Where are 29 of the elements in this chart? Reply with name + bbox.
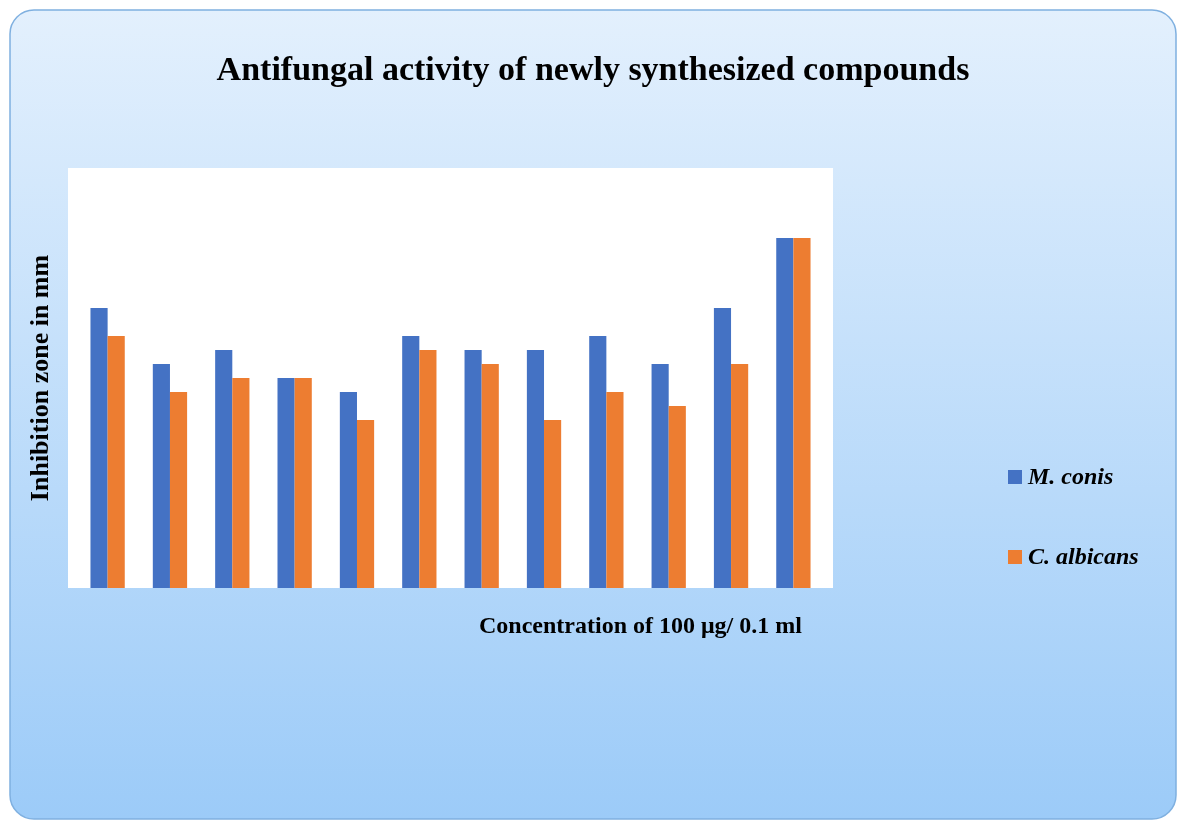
bar xyxy=(464,350,482,588)
bar xyxy=(776,238,794,588)
bar xyxy=(589,336,607,588)
bar xyxy=(152,364,170,588)
bar xyxy=(481,364,499,588)
x-axis-title: Concentration of 100 μg/ 0.1 ml xyxy=(479,612,803,638)
bar xyxy=(90,308,108,588)
bar xyxy=(544,420,562,588)
bar xyxy=(356,420,375,588)
bar xyxy=(339,392,357,588)
bar xyxy=(215,350,233,588)
bar xyxy=(731,364,749,588)
bar xyxy=(526,350,545,588)
bar xyxy=(793,238,811,588)
y-axis-title: Inhibition zone in mm xyxy=(25,254,54,502)
bar xyxy=(651,364,669,588)
bar xyxy=(107,336,125,588)
legend-label: M. conis xyxy=(1027,463,1114,489)
bar xyxy=(713,308,732,588)
bar xyxy=(169,392,188,588)
legend-label: C. albicans xyxy=(1028,543,1139,569)
bar xyxy=(419,350,437,588)
bar xyxy=(668,406,686,588)
bar xyxy=(232,378,250,588)
bar xyxy=(294,378,312,588)
chart-title: Antifungal activity of newly synthesized compounds xyxy=(216,50,970,87)
bar xyxy=(606,392,624,588)
bar xyxy=(402,336,420,588)
bar xyxy=(277,378,295,588)
